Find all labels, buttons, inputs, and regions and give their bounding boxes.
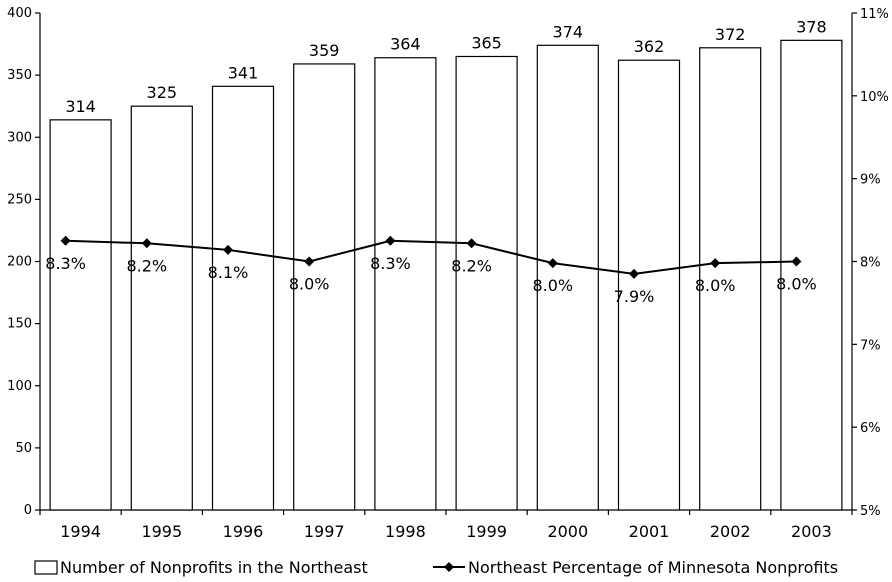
line-point <box>791 256 802 267</box>
right-tick-label: 6% <box>860 421 881 436</box>
bar <box>699 47 762 511</box>
bar <box>617 59 681 511</box>
line-value-label: 7.9% <box>614 287 655 306</box>
line-value-label: 8.2% <box>126 256 167 275</box>
line-value-labels: 8.3% 8.2% 8.1% 8.0% 8.3% 8.2% 8.0% 7.9% 8.0% 8.0% <box>45 254 816 306</box>
line-point <box>385 235 396 246</box>
x-tick-label: 1995 <box>141 522 182 541</box>
line-point <box>466 238 477 249</box>
right-tick-label: 5% <box>860 504 881 519</box>
x-tick-label: 2001 <box>629 522 670 541</box>
line-point <box>141 238 152 249</box>
legend-line-label: Northeast Percentage of Minnesota Nonpro… <box>468 558 838 577</box>
x-tick-label: 1999 <box>466 522 507 541</box>
x-tick-label: 2002 <box>710 522 751 541</box>
x-tick-label: 2000 <box>547 522 588 541</box>
left-tick-label: 400 <box>7 6 32 21</box>
line-value-label: 8.0% <box>695 276 736 295</box>
bar-value-label: 378 <box>796 17 827 36</box>
right-tick-label: 7% <box>860 338 881 353</box>
bar-series <box>49 39 843 511</box>
bar-value-label: 362 <box>634 37 665 56</box>
x-tick-label: 1996 <box>223 522 264 541</box>
left-tick-label: 350 <box>7 68 32 83</box>
line-value-label: 8.0% <box>776 275 817 294</box>
left-tick-label: 150 <box>7 317 32 332</box>
bar <box>130 105 193 511</box>
left-tick-label: 50 <box>15 441 32 456</box>
line-value-label: 8.3% <box>370 254 411 273</box>
bar <box>374 57 437 511</box>
bar <box>536 44 599 511</box>
right-tick-label: 8% <box>860 256 881 271</box>
bar-value-label: 325 <box>147 83 178 102</box>
bar <box>211 85 275 511</box>
bar-value-label: 365 <box>471 33 502 52</box>
right-axis: 5% 6% 7% 8% 9% 10% 11% <box>851 7 889 519</box>
right-tick-label: 11% <box>860 7 889 22</box>
line-point <box>60 235 71 246</box>
legend-line-marker <box>444 562 454 572</box>
bar-value-label: 314 <box>65 97 96 116</box>
x-tick-label: 2003 <box>791 522 832 541</box>
bar-value-labels: 314 325 341 359 364 365 374 362 372 378 <box>65 17 826 116</box>
line-point <box>223 244 233 255</box>
bar-value-label: 372 <box>715 25 746 44</box>
left-tick-label: 200 <box>7 255 32 270</box>
line-value-label: 8.0% <box>532 276 573 295</box>
bar-value-label: 341 <box>228 63 259 82</box>
x-tick-label: 1994 <box>60 522 101 541</box>
bar-value-label: 374 <box>553 22 584 41</box>
bar-value-label: 359 <box>309 41 340 60</box>
line-point <box>629 268 639 279</box>
legend-bar-label: Number of Nonprofits in the Northeast <box>60 558 368 577</box>
right-tick-label: 9% <box>860 173 881 188</box>
x-axis-labels: 1994 1995 1996 1997 1998 1999 2000 2001 2002 2003 <box>60 522 832 541</box>
line-point <box>710 258 721 269</box>
bar <box>780 39 843 511</box>
left-tick-label: 250 <box>7 192 32 207</box>
legend-bar-swatch <box>34 560 58 575</box>
line-path <box>65 239 797 275</box>
line-value-label: 8.1% <box>208 263 249 282</box>
legend: Number of Nonprofits in the Northeast No… <box>34 558 838 577</box>
left-tick-label: 300 <box>7 130 32 145</box>
x-tick-label: 1997 <box>304 522 345 541</box>
line-value-label: 8.2% <box>451 256 492 275</box>
line-value-label: 8.0% <box>289 275 330 294</box>
line-value-label: 8.3% <box>45 254 86 273</box>
bar <box>293 63 356 511</box>
line-series <box>60 235 802 279</box>
x-tick-label: 1998 <box>385 522 426 541</box>
left-tick-label: 100 <box>7 379 32 394</box>
bar <box>455 55 518 511</box>
line-point <box>547 258 558 269</box>
left-tick-label: 0 <box>24 503 32 518</box>
bar <box>49 119 112 511</box>
line-point <box>304 256 315 267</box>
bar-value-label: 364 <box>390 35 421 54</box>
right-tick-label: 10% <box>860 90 889 105</box>
